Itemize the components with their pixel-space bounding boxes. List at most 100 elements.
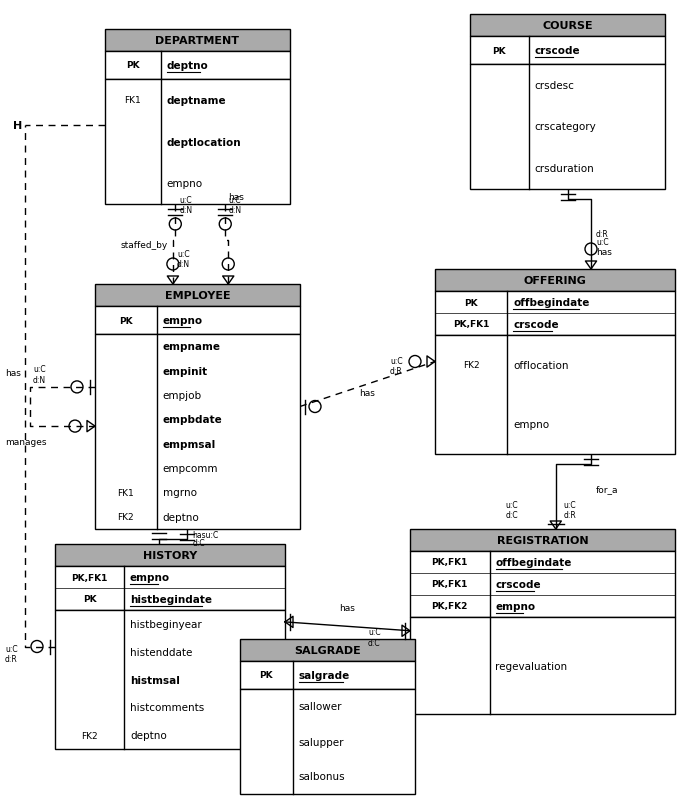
Text: histbeginyear: histbeginyear	[130, 619, 201, 629]
Text: salbonus: salbonus	[299, 772, 345, 781]
Text: empbdate: empbdate	[163, 415, 222, 425]
Text: empno: empno	[513, 419, 549, 430]
Text: empname: empname	[163, 342, 221, 352]
Text: empno: empno	[166, 179, 203, 189]
Text: FK2: FK2	[81, 731, 98, 739]
Text: EMPLOYEE: EMPLOYEE	[165, 290, 230, 301]
Bar	[55, 566, 285, 610]
Text: crsdesc: crsdesc	[535, 81, 574, 91]
Text: has: has	[5, 368, 21, 378]
Text: u:C
d:N: u:C d:N	[177, 249, 190, 269]
Bar	[435, 292, 675, 335]
Text: PK: PK	[126, 62, 139, 71]
Text: d:R: d:R	[596, 229, 609, 239]
Text: sallower: sallower	[299, 702, 342, 711]
Text: PK,FK1: PK,FK1	[431, 558, 468, 567]
Text: offbegindate: offbegindate	[513, 298, 589, 308]
Text: COURSE: COURSE	[542, 21, 593, 31]
Text: u:C
d:R: u:C d:R	[564, 500, 577, 520]
Text: crsduration: crsduration	[535, 164, 594, 174]
Text: empmsal: empmsal	[163, 439, 216, 449]
Text: empjob: empjob	[163, 391, 201, 400]
Text: FK2: FK2	[463, 361, 480, 370]
Bar	[470, 15, 665, 37]
Bar	[410, 529, 675, 551]
Text: empcomm: empcomm	[163, 464, 218, 473]
Text: has: has	[228, 192, 244, 202]
Text: empinit: empinit	[163, 366, 208, 376]
Text: REGISTRATION: REGISTRATION	[497, 535, 589, 545]
Text: crscategory: crscategory	[535, 123, 596, 132]
Text: deptname: deptname	[166, 95, 226, 106]
Text: OFFERING: OFFERING	[524, 276, 586, 286]
Bar	[95, 306, 300, 334]
Text: u:C: u:C	[596, 237, 609, 247]
Text: d:C: d:C	[193, 538, 205, 547]
Text: PK,FK2: PK,FK2	[431, 602, 468, 611]
Text: deptno: deptno	[166, 61, 208, 71]
Text: u:C
d:R: u:C d:R	[390, 357, 403, 376]
Text: crscode: crscode	[535, 46, 580, 56]
Text: mgrno: mgrno	[163, 488, 197, 498]
Text: u:C
d:N: u:C d:N	[179, 196, 193, 215]
Text: has: has	[596, 248, 612, 257]
Text: u:C
d:N: u:C d:N	[228, 196, 242, 215]
Text: PK,FK1: PK,FK1	[453, 320, 489, 329]
Text: empno: empno	[163, 316, 203, 326]
Text: SALGRADE: SALGRADE	[294, 645, 361, 655]
Text: histcomments: histcomments	[130, 703, 204, 712]
Text: offlocation: offlocation	[513, 360, 569, 371]
Bar	[410, 551, 675, 618]
Text: u:C
d:C: u:C d:C	[506, 500, 518, 520]
Text: histenddate: histenddate	[130, 647, 193, 657]
Text: crscode: crscode	[513, 320, 559, 330]
Bar	[435, 269, 675, 292]
Bar	[240, 661, 415, 689]
Text: PK: PK	[464, 298, 477, 307]
Text: deptlocation: deptlocation	[166, 137, 241, 148]
Text: for_a: for_a	[596, 485, 618, 494]
Bar	[240, 639, 415, 661]
Text: FK1: FK1	[117, 488, 134, 497]
Bar	[105, 80, 290, 205]
Text: PK,FK1: PK,FK1	[431, 580, 468, 589]
Text: FK1: FK1	[124, 96, 141, 105]
Text: PK: PK	[493, 47, 506, 55]
Text: PK: PK	[259, 670, 273, 679]
Bar	[105, 30, 290, 52]
Bar	[410, 618, 675, 714]
Text: salgrade: salgrade	[299, 670, 350, 680]
Bar	[240, 689, 415, 794]
Bar	[470, 37, 665, 65]
Bar	[55, 610, 285, 749]
Text: histmsal: histmsal	[130, 674, 180, 685]
Text: histbegindate: histbegindate	[130, 594, 212, 604]
Text: deptno: deptno	[163, 512, 199, 522]
Text: u:C
d:R: u:C d:R	[5, 644, 18, 664]
Text: HISTORY: HISTORY	[143, 550, 197, 561]
Bar	[435, 335, 675, 455]
Text: regevaluation: regevaluation	[495, 661, 568, 670]
Text: has: has	[339, 603, 355, 612]
Text: u:C
d:C: u:C d:C	[368, 628, 381, 647]
Bar	[95, 285, 300, 306]
Text: has: has	[359, 388, 375, 397]
Bar	[105, 52, 290, 80]
Text: empno: empno	[495, 602, 535, 611]
Text: PK: PK	[83, 595, 97, 604]
Text: deptno: deptno	[130, 730, 167, 740]
Text: DEPARTMENT: DEPARTMENT	[155, 36, 239, 46]
Text: offbegindate: offbegindate	[495, 557, 572, 567]
Text: H: H	[12, 121, 22, 131]
Text: FK2: FK2	[117, 512, 134, 521]
Text: manages: manages	[5, 438, 46, 447]
Bar	[55, 545, 285, 566]
Text: staffed_by: staffed_by	[120, 241, 168, 250]
Text: u:C
d:N: u:C d:N	[33, 365, 46, 384]
Text: salupper: salupper	[299, 736, 344, 747]
Text: crscode: crscode	[495, 579, 541, 589]
Text: PK,FK1: PK,FK1	[71, 573, 108, 581]
Text: hasu:C: hasu:C	[193, 530, 219, 539]
Text: PK: PK	[119, 316, 132, 325]
Text: empno: empno	[130, 573, 170, 582]
